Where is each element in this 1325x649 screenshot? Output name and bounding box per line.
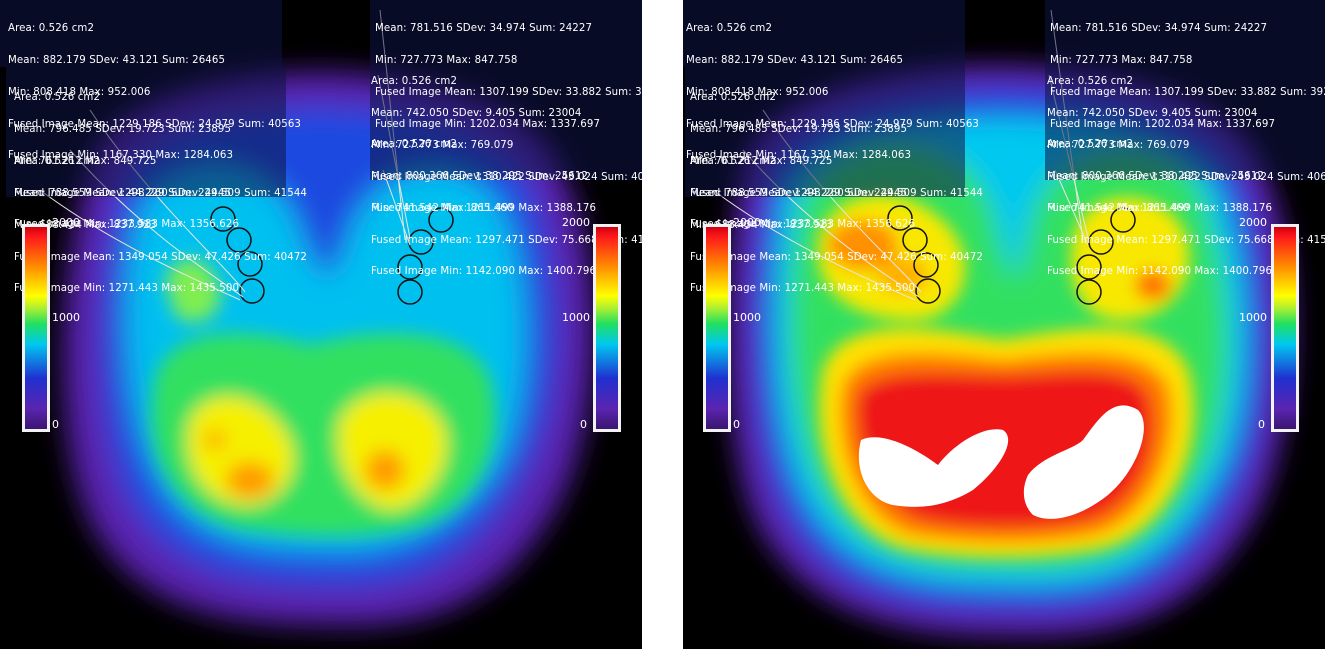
roi-stat-line: Min: 727.773 Max: 769.079 [371, 139, 514, 151]
roi-stats-block: Mean: 781.516 SDev: 34.974 Sum: 24227 Mi… [1050, 3, 1325, 151]
roi-info-box [1045, 0, 1325, 180]
roi-stat-line: Mean: 788.559 SDev: 44.229 Sum: 24445 [14, 187, 232, 199]
roi-stat-line: Area: 0.526 cm2 [1047, 139, 1134, 151]
saturated-region [858, 429, 1009, 507]
roi-stat-line: Mean: 800.366 SDev: 38.295 Sum: 25612 [371, 170, 589, 182]
scale-min-label: 0 [1258, 418, 1265, 431]
scale-min-label: 0 [52, 418, 59, 431]
roi-stat-line: Fused Image Mean: 1307.199 SDev: 33.882 … [1050, 86, 1325, 98]
roi-stat-line: Mean: 800.366 SDev: 38.295 Sum: 25612 [1047, 170, 1265, 182]
roi-stat-line: Mean: 882.179 SDev: 43.121 Sum: 26465 [686, 54, 904, 66]
pet-scan-left-panel: Area: 0.526 cm2 Mean: 882.179 SDev: 43.1… [0, 0, 642, 649]
color-scale-bar [703, 224, 731, 432]
roi-stat-line: Area: 0.526 cm2 [690, 92, 777, 104]
roi-stat-line: Mean: 781.516 SDev: 34.974 Sum: 24227 [1050, 23, 1268, 35]
roi-stat-line: Mean: 796.485 SDev: 19.723 Sum: 23895 [14, 123, 232, 135]
roi-stat-line: Fused Image Mean: 1310.422 SDev: 43.024 … [371, 171, 642, 183]
roi-stat-line: Min: 727.773 Max: 847.758 [1050, 54, 1193, 66]
roi-stat-line: Min: 808.418 Max: 952.006 [8, 86, 151, 98]
roi-stat-line: Fused Image Min: 1271.443 Max: 1435.500 [14, 283, 240, 295]
roi-stats-block: Area: 0.526 cm2 Mean: 788.559 SDev: 44.2… [690, 136, 983, 316]
roi-stat-line: Fused Image Min: 1142.090 Max: 1400.796 [1047, 266, 1273, 278]
roi-circles-left [210, 206, 454, 305]
roi-stat-line: Fused Image Mean: 1229.186 SDev: 24.979 … [8, 118, 301, 130]
roi-stats-block: Area: 0.526 cm2 Mean: 796.485 SDev: 19.7… [14, 72, 307, 252]
roi-stat-line: Fused Image Mean: 1307.199 SDev: 33.882 … [375, 86, 642, 98]
roi-stat-line: Fused Image Min: 1202.034 Max: 1337.697 [1050, 118, 1276, 130]
roi-stat-line: Mean: 742.050 SDev: 9.405 Sum: 23004 [371, 107, 582, 119]
roi-stat-line: Mean: 882.179 SDev: 43.121 Sum: 26465 [8, 54, 226, 66]
roi-stats-block: Area: 0.526 cm2 Mean: 800.366 SDev: 38.2… [1047, 119, 1325, 299]
roi-stats-block: Area: 0.526 cm2 Mean: 882.179 SDev: 43.1… [8, 3, 301, 183]
roi-stat-line: Mean: 796.485 SDev: 19.723 Sum: 23895 [690, 123, 908, 135]
roi-stat-line: Fused Image Min: 1211.499 Max: 1388.176 [371, 203, 597, 215]
roi-stats-block: Area: 0.526 cm2 Mean: 742.050 SDev: 9.40… [371, 56, 642, 236]
roi-stat-line: Fused Image Min: 1167.330 Max: 1284.063 [686, 150, 912, 162]
roi-info-box [683, 0, 965, 67]
scale-mid-label: 1000 [52, 311, 80, 324]
roi-stats-block: Area: 0.526 cm2 Mean: 788.559 SDev: 44.2… [14, 136, 307, 316]
roi-stat-line: Min: 761.212 Max: 849.725 [690, 155, 833, 167]
roi-stat-line: Area: 0.526 cm2 [371, 139, 458, 151]
scale-mid-label: 1000 [562, 311, 590, 324]
roi-stat-line: Min: 688.434 Max: 837.923 [690, 219, 833, 231]
roi-stat-line: Fused Image Mean: 1229.186 SDev: 24.979 … [686, 118, 979, 130]
roi-stat-line: Min: 727.773 Max: 847.758 [375, 54, 518, 66]
roi-stat-line: Min: 741.542 Max: 865.460 [371, 202, 514, 214]
roi-stat-line: Fused Image Mean: 1298.260 SDev: 29.509 … [690, 187, 983, 199]
roi-stat-line: Mean: 781.516 SDev: 34.974 Sum: 24227 [375, 23, 593, 35]
roi-stat-line: Mean: 742.050 SDev: 9.405 Sum: 23004 [1047, 107, 1258, 119]
roi-stats-block: Area: 0.526 cm2 Mean: 800.366 SDev: 38.2… [371, 119, 642, 299]
roi-stats-block: Mean: 781.516 SDev: 34.974 Sum: 24227 Mi… [375, 3, 642, 151]
roi-info-box [685, 67, 965, 197]
roi-info-box [0, 0, 282, 67]
roi-stat-line: Area: 0.526 cm2 [371, 76, 458, 88]
roi-stat-line: Area: 0.526 cm2 [8, 23, 95, 35]
roi-stat-line: Fused Image Min: 1167.330 Max: 1284.063 [8, 150, 234, 162]
roi-info-box [370, 0, 642, 180]
roi-info-box [6, 67, 286, 197]
roi-stat-line: Area: 0.526 cm2 [686, 23, 773, 35]
roi-stats-block: Area: 0.526 cm2 Mean: 742.050 SDev: 9.40… [1047, 56, 1325, 236]
scale-min-label: 0 [580, 418, 587, 431]
roi-stat-line: Min: 761.212 Max: 849.725 [14, 155, 157, 167]
roi-stat-line: Mean: 788.559 SDev: 44.229 Sum: 24445 [690, 187, 908, 199]
scale-mid-label: 1000 [733, 311, 761, 324]
roi-stat-line: Min: 741.542 Max: 865.460 [1047, 202, 1190, 214]
saturated-region [1023, 405, 1144, 519]
roi-stat-line: Fused Image Mean: 1349.054 SDev: 47.426 … [14, 251, 307, 263]
roi-stat-line: Fused Image Mean: 1310.422 SDev: 43.024 … [1047, 171, 1325, 183]
roi-stat-line: Min: 727.773 Max: 769.079 [1047, 139, 1190, 151]
roi-circles-right [887, 205, 1136, 305]
roi-stat-line: Area: 0.526 cm2 [1047, 76, 1134, 88]
roi-stat-line: Area: 0.526 cm2 [14, 156, 101, 168]
roi-stat-line: Area: 0.526 cm2 [690, 156, 777, 168]
scale-max-label: 2000 [562, 216, 590, 229]
scale-max-label: 2000 [52, 216, 80, 229]
color-scale-bar [22, 224, 50, 432]
roi-stat-line: Fused Image Min: 1211.499 Max: 1388.176 [1047, 203, 1273, 215]
scale-max-label: 2000 [1239, 216, 1267, 229]
scale-mid-label: 1000 [1239, 311, 1267, 324]
color-scale-bar [593, 224, 621, 432]
roi-stat-line: Fused Image Mean: 1298.260 SDev: 29.509 … [14, 187, 307, 199]
roi-stats-block: Area: 0.526 cm2 Mean: 882.179 SDev: 43.1… [686, 3, 979, 183]
roi-stat-line: Fused Image Mean: 1349.054 SDev: 47.426 … [690, 251, 983, 263]
color-scale-bar [1271, 224, 1299, 432]
scale-max-label: 2000 [733, 216, 761, 229]
roi-stat-line: Fused Image Min: 1271.443 Max: 1435.500 [690, 283, 916, 295]
pet-scan-right-panel: Area: 0.526 cm2 Mean: 882.179 SDev: 43.1… [683, 0, 1325, 649]
scale-min-label: 0 [733, 418, 740, 431]
roi-stat-line: Fused Image Min: 1142.090 Max: 1400.796 [371, 266, 597, 278]
roi-stat-line: Area: 0.526 cm2 [14, 92, 101, 104]
roi-stat-line: Min: 808.418 Max: 952.006 [686, 86, 829, 98]
roi-stat-line: Fused Image Min: 1202.034 Max: 1337.697 [375, 118, 601, 130]
roi-stats-block: Area: 0.526 cm2 Mean: 796.485 SDev: 19.7… [690, 72, 983, 252]
